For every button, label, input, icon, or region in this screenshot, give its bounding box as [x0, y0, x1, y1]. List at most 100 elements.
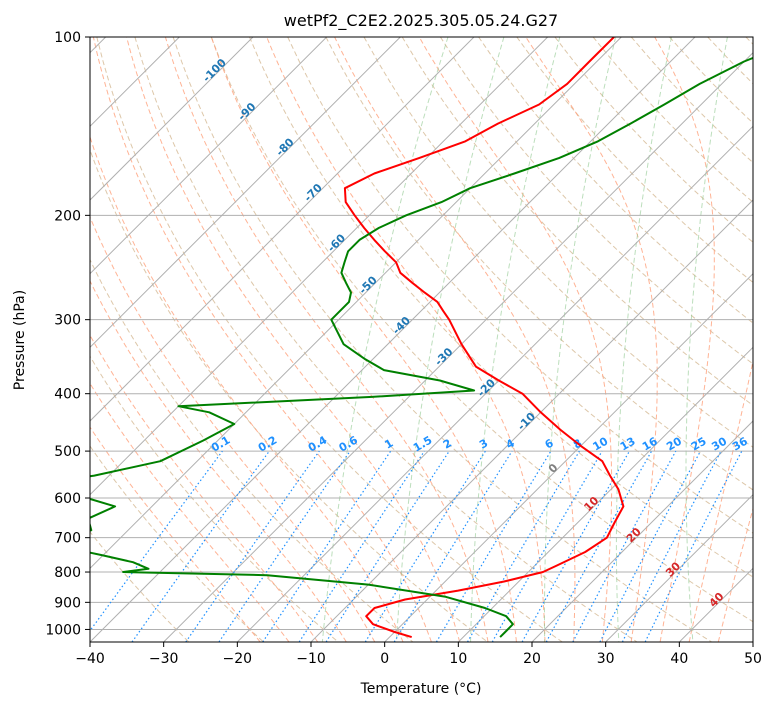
isotherm-label: -70: [302, 181, 325, 204]
y-tick-label: 1000: [45, 622, 81, 638]
dry-adiabat: [172, 37, 712, 642]
moist-adiabat: [688, 358, 753, 642]
dry-adiabat: [96, 37, 563, 642]
temperature-profile: [343, 37, 625, 639]
y-tick-label: 100: [54, 30, 81, 46]
isotherm-label: -10: [515, 410, 538, 433]
x-tick-label: 0: [380, 651, 389, 667]
mixing-ratio-line: [262, 450, 392, 642]
mixing-ratio-line: [545, 450, 653, 642]
moist-adiabat: [90, 215, 376, 642]
plot-frame: [89, 36, 754, 643]
moist-adiabat: [164, 37, 489, 642]
moist-reference-curve: [396, 37, 505, 642]
mixing-ratio-line: [435, 450, 552, 642]
moist-adiabat: [126, 37, 461, 642]
isotherm-label: -60: [325, 231, 348, 254]
inline-temperature-label: 10: [581, 494, 601, 514]
isotherm-label: -80: [273, 135, 296, 158]
x-tick-label: 30: [597, 651, 615, 667]
y-tick-label: 300: [54, 313, 81, 329]
isotherm: [90, 37, 254, 201]
x-tick-label: 40: [670, 651, 688, 667]
x-tick-label: −30: [149, 651, 179, 667]
isotherm: [236, 125, 753, 642]
isotherm: [90, 37, 549, 496]
dry-adiabat: [516, 37, 753, 284]
moist-adiabat: [210, 37, 517, 642]
isotherm: [163, 51, 753, 642]
dry-adiabat: [592, 37, 753, 203]
isotherm-label: -40: [390, 314, 413, 337]
dry-adiabat: [90, 148, 488, 642]
y-tick-label: 900: [54, 595, 81, 611]
profile-lines: [90, 37, 753, 639]
mixing-ratio-line: [572, 450, 677, 642]
mixing-ratio-label: 3: [477, 437, 490, 452]
dry-adiabat: [707, 37, 753, 85]
moist-adiabat: [654, 37, 715, 642]
x-tick-label: 10: [449, 651, 467, 667]
dewpoint-profile: [90, 56, 753, 638]
moist-reference-curve: [470, 37, 561, 642]
dry-adiabat: [363, 37, 753, 448]
mixing-ratio-line: [298, 450, 425, 642]
moist-adiabat: [266, 37, 546, 642]
moist-adiabat: [90, 426, 261, 642]
y-tick-label: 400: [54, 387, 81, 403]
mixing-ratio-label: 6: [543, 436, 556, 451]
chart-title: wetPf2_C2E2.2025.305.05.24.G27: [284, 11, 558, 31]
moist-adiabat: [90, 334, 319, 642]
dry-adiabat: [90, 258, 414, 642]
moist-adiabat: [334, 37, 576, 642]
moist-reference-curve: [685, 37, 728, 642]
isotherm: [310, 199, 753, 642]
mixing-ratio-line: [185, 450, 320, 642]
inline-temperature-label: 40: [707, 590, 727, 610]
mixing-ratio-label: 2: [441, 437, 454, 452]
x-tick-label: 50: [744, 651, 762, 667]
mixing-ratio-line: [218, 450, 351, 642]
mixing-ratio-line: [90, 450, 223, 632]
moist-reference-curve: [321, 37, 449, 642]
isotherm-label: -30: [432, 345, 455, 368]
moist-adiabat: [90, 135, 404, 642]
mixing-ratio-line: [644, 450, 743, 642]
isotherm: [605, 493, 753, 642]
isotherm: [90, 37, 401, 349]
background-line-labels: 0.1 0.2 0.4 0.6 1 1.5 2 3 4 6 8 10 13 16 20 25 30 36-100-…: [200, 56, 750, 610]
x-tick-label: −40: [75, 651, 105, 667]
y-tick-label: 600: [54, 491, 81, 507]
background-lines: [90, 37, 753, 642]
isotherm: [90, 37, 328, 275]
isotherm: [531, 420, 753, 642]
mixing-ratio-line: [621, 450, 722, 642]
mixing-ratio-line: [131, 450, 270, 642]
dry-adiabat: [90, 531, 190, 642]
mixing-ratio-line: [325, 450, 450, 642]
isotherm-label: -90: [235, 100, 258, 123]
isotherm: [90, 37, 475, 422]
x-tick-label: −20: [223, 651, 253, 667]
y-tick-label: 500: [54, 444, 81, 460]
inline-temperature-label: 20: [624, 525, 644, 545]
isotherm: [457, 346, 753, 642]
y-tick-label: 200: [54, 208, 81, 224]
isotherm: [90, 37, 622, 570]
moist-reference-curve: [544, 37, 617, 642]
dry-adiabat: [90, 445, 264, 642]
isotherm: [90, 37, 696, 642]
axis-ticks: −40 −30 −20 −10 0 10 20 30 40 50 100 200 300 400 500 60…: [45, 30, 762, 667]
dry-adiabat: [249, 37, 753, 578]
dry-adiabat: [669, 37, 753, 124]
y-axis-title: Pressure (hPa): [12, 290, 28, 390]
dry-adiabat: [325, 37, 753, 491]
moist-adiabat: [717, 506, 753, 642]
inline-temperature-label: 30: [663, 559, 683, 579]
isotherm-label: -50: [356, 273, 379, 296]
dry-adiabat: [90, 355, 339, 642]
mixing-ratio-line: [599, 450, 702, 642]
moist-adiabat: [525, 37, 658, 642]
isotherm: [384, 272, 753, 642]
